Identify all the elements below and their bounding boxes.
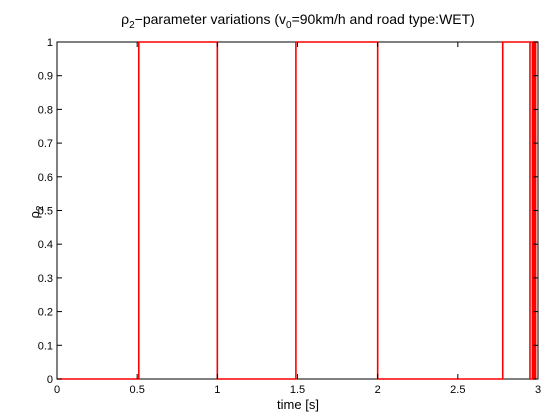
x-axis-label: time [s]	[277, 397, 319, 412]
y-tick-label: 1	[47, 37, 53, 49]
x-tick-label: 1.5	[290, 384, 305, 396]
y-tick-label: 0.4	[38, 239, 53, 251]
y-tick-label: 0.1	[38, 340, 53, 352]
y-tick-label: 0.7	[38, 138, 53, 150]
x-tick-label: 2	[375, 384, 381, 396]
x-tick-label: 3	[535, 384, 541, 396]
x-tick-label: 0	[54, 384, 60, 396]
y-tick-label: 0.3	[38, 273, 53, 285]
series-line	[57, 41, 538, 380]
y-tick-label: 0.6	[38, 172, 53, 184]
x-tick-label: 1	[214, 384, 220, 396]
x-tick-label: 0.5	[130, 384, 145, 396]
y-tick-label: 0.9	[38, 71, 53, 83]
plot-area	[56, 41, 539, 380]
y-axis-ticks: 0 0.1 0.2 0.3 0.4 0.5 0.6 0.7 0.8 0.9 1	[38, 37, 538, 386]
chart-title: ρ2−parameter variations (v0=90km/h and r…	[121, 11, 475, 31]
plot-frame	[56, 41, 539, 380]
series-layer	[57, 41, 538, 380]
y-tick-label: 0.2	[38, 307, 53, 319]
y-tick-label: 0.5	[38, 206, 53, 218]
y-tick-label: 0.8	[38, 104, 53, 116]
y-tick-label: 0	[47, 374, 53, 386]
x-tick-label: 2.5	[450, 384, 465, 396]
x-axis-ticks: 0 0.5 1 1.5 2 2.5 3	[54, 42, 541, 396]
y-axis-label: ρ2	[27, 205, 46, 218]
